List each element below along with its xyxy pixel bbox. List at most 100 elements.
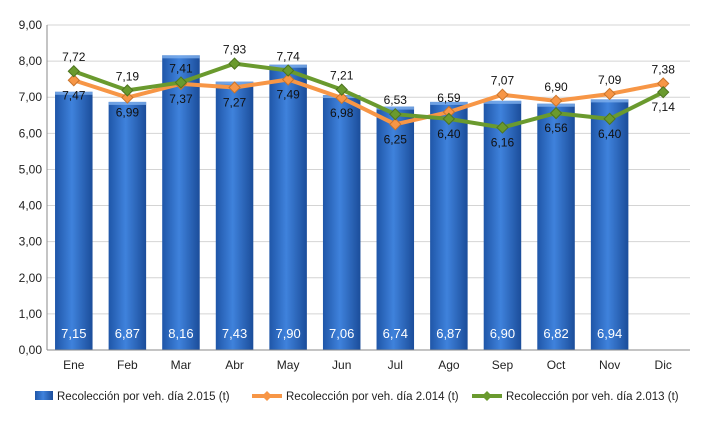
point-marker bbox=[335, 83, 348, 96]
gridlines bbox=[47, 24, 690, 351]
line-data-label: 6,25 bbox=[384, 132, 408, 146]
line-data-label: 7,74 bbox=[276, 50, 300, 64]
x-tick-label: Oct bbox=[547, 358, 566, 372]
x-tick-label: May bbox=[277, 358, 300, 372]
y-tick-label: 0,00 bbox=[19, 343, 43, 357]
bar-series bbox=[55, 55, 629, 351]
bar bbox=[108, 101, 147, 351]
legend: Recolección por veh. día 2.015 (t) Recole… bbox=[35, 391, 679, 403]
bar bbox=[55, 91, 93, 351]
line-series bbox=[67, 57, 670, 134]
point-marker bbox=[228, 81, 241, 94]
x-tick-label: Abr bbox=[225, 358, 244, 372]
y-tick-label: 8,00 bbox=[19, 54, 43, 68]
x-tick-label: Ene bbox=[63, 358, 85, 372]
point-marker bbox=[603, 112, 616, 126]
bar-data-label: 7,15 bbox=[61, 326, 86, 341]
bar bbox=[483, 100, 522, 350]
bar bbox=[590, 99, 629, 350]
bar bbox=[215, 81, 254, 350]
legend-swatch-marker bbox=[262, 391, 272, 401]
bar-top-highlight bbox=[162, 55, 200, 59]
bar-data-label: 6,87 bbox=[436, 326, 461, 341]
x-tick-label: Jul bbox=[388, 358, 403, 372]
bar-data-label: 7,90 bbox=[275, 326, 300, 341]
legend-swatch-bar bbox=[35, 391, 53, 400]
point-marker bbox=[121, 84, 134, 97]
bar-data-label: 7,06 bbox=[329, 326, 354, 341]
legend-label: Recolección por veh. día 2.013 (t) bbox=[506, 391, 679, 403]
bar-data-label: 6,87 bbox=[115, 326, 140, 341]
point-marker bbox=[67, 74, 80, 87]
y-tick-label: 2,00 bbox=[19, 271, 43, 285]
legend-swatch-marker bbox=[482, 391, 492, 401]
point-marker bbox=[549, 106, 563, 120]
bar bbox=[162, 55, 200, 350]
x-tick-label: Jun bbox=[332, 358, 351, 372]
y-tick-label: 1,00 bbox=[19, 307, 43, 321]
bar bbox=[376, 106, 415, 350]
x-axis: Ene Feb Mar Abr May Jun Jul Ago Sep Oct Nov Dic bbox=[47, 349, 690, 372]
line-data-label: 6,16 bbox=[491, 136, 515, 150]
line-data-label: 7,38 bbox=[652, 63, 676, 77]
line-2014 bbox=[73, 77, 664, 127]
point-marker bbox=[389, 107, 402, 121]
point-marker bbox=[281, 64, 295, 77]
line-data-label: 7,72 bbox=[62, 50, 86, 64]
line-data-label: 6,59 bbox=[437, 91, 461, 105]
bar-top-highlight bbox=[590, 99, 629, 103]
y-tick-label: 9,00 bbox=[19, 18, 43, 32]
point-marker bbox=[549, 94, 563, 108]
line-data-label: 7,47 bbox=[62, 88, 86, 102]
point-marker bbox=[281, 73, 295, 86]
bar bbox=[537, 103, 575, 350]
line-data-label: 6,90 bbox=[544, 80, 568, 94]
line-data-label: 6,98 bbox=[330, 106, 354, 120]
line-data-label: 6,56 bbox=[544, 121, 568, 135]
line-data-label: 7,27 bbox=[223, 95, 247, 109]
y-axis: 0,00 1,00 2,00 3,00 4,00 5,00 6,00 7,00 8,00 9,00 bbox=[19, 18, 48, 357]
y-tick-label: 6,00 bbox=[19, 126, 43, 140]
point-marker bbox=[228, 57, 241, 70]
bar-top-highlight bbox=[483, 100, 522, 104]
y-tick-label: 5,00 bbox=[19, 162, 43, 176]
line-data-label: 6,40 bbox=[437, 127, 461, 141]
point-marker bbox=[335, 91, 348, 105]
line-data-label: 7,14 bbox=[652, 100, 676, 114]
line-data-label: 6,40 bbox=[598, 127, 622, 141]
line-data-label: 6,99 bbox=[116, 106, 140, 120]
line-data-label: 7,19 bbox=[116, 69, 140, 83]
line-data-label: 7,49 bbox=[276, 88, 300, 102]
point-marker bbox=[442, 112, 456, 126]
x-tick-label: Nov bbox=[599, 358, 620, 372]
line-data-label: 7,07 bbox=[491, 74, 515, 88]
bar-data-label: 6,90 bbox=[490, 326, 515, 341]
bar-data-label: 6,74 bbox=[383, 326, 408, 341]
bar bbox=[269, 64, 307, 350]
line-data-label: 6,53 bbox=[384, 93, 408, 107]
point-marker bbox=[603, 87, 616, 101]
line-data-label: 7,41 bbox=[169, 61, 193, 75]
data-labels: 7,15 6,87 8,16 7,43 7,90 7,06 6,74 6,87 6,90 6,82… bbox=[61, 43, 675, 341]
x-tick-label: Feb bbox=[117, 358, 138, 372]
bar bbox=[430, 101, 468, 351]
x-tick-label: Dic bbox=[655, 358, 672, 372]
bar-data-label: 6,82 bbox=[543, 326, 568, 341]
bar-data-label: 7,43 bbox=[222, 326, 247, 341]
x-tick-label: Mar bbox=[171, 358, 192, 372]
point-marker bbox=[657, 85, 670, 99]
point-marker bbox=[121, 91, 134, 104]
y-tick-label: 7,00 bbox=[19, 90, 43, 104]
bar-top-highlight bbox=[430, 101, 468, 105]
line-2013 bbox=[73, 61, 665, 130]
x-tick-label: Sep bbox=[492, 358, 514, 372]
point-marker bbox=[389, 118, 402, 131]
y-tick-label: 3,00 bbox=[19, 235, 43, 249]
line-data-label: 7,09 bbox=[598, 73, 622, 87]
point-marker bbox=[67, 65, 80, 78]
x-tick-label: Ago bbox=[438, 358, 460, 372]
y-tick-label: 4,00 bbox=[19, 199, 43, 213]
bar-top-highlight bbox=[55, 91, 93, 95]
point-marker bbox=[496, 121, 509, 134]
point-marker bbox=[496, 88, 509, 101]
